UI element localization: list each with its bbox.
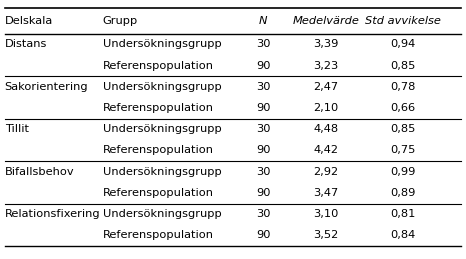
Text: 30: 30 [256, 167, 271, 177]
Text: 0,84: 0,84 [391, 231, 416, 240]
Text: 0,99: 0,99 [391, 167, 416, 177]
Text: 0,81: 0,81 [391, 209, 416, 219]
Text: Referenspopulation: Referenspopulation [103, 61, 213, 70]
Text: Referenspopulation: Referenspopulation [103, 188, 213, 198]
Text: Undersökningsgrupp: Undersökningsgrupp [103, 39, 221, 49]
Text: Tillit: Tillit [5, 124, 29, 134]
Text: Referenspopulation: Referenspopulation [103, 103, 213, 113]
Text: 0,85: 0,85 [391, 61, 416, 70]
Text: Distans: Distans [5, 39, 47, 49]
Text: 30: 30 [256, 82, 271, 92]
Text: 0,89: 0,89 [391, 188, 416, 198]
Text: 3,47: 3,47 [314, 188, 339, 198]
Text: 2,92: 2,92 [314, 167, 339, 177]
Text: Bifallsbehov: Bifallsbehov [5, 167, 74, 177]
Text: 90: 90 [256, 103, 271, 113]
Text: 0,66: 0,66 [391, 103, 416, 113]
Text: 0,85: 0,85 [391, 124, 416, 134]
Text: Referenspopulation: Referenspopulation [103, 231, 213, 240]
Text: 90: 90 [256, 231, 271, 240]
Text: 90: 90 [256, 188, 271, 198]
Text: 3,52: 3,52 [314, 231, 339, 240]
Text: 3,10: 3,10 [314, 209, 339, 219]
Text: 4,48: 4,48 [314, 124, 339, 134]
Text: Sakorientering: Sakorientering [5, 82, 88, 92]
Text: Referenspopulation: Referenspopulation [103, 146, 213, 155]
Text: 30: 30 [256, 209, 271, 219]
Text: 90: 90 [256, 61, 271, 70]
Text: 0,94: 0,94 [391, 39, 416, 49]
Text: 30: 30 [256, 124, 271, 134]
Text: 2,47: 2,47 [314, 82, 339, 92]
Text: Medelvärde: Medelvärde [293, 16, 360, 26]
Text: 0,75: 0,75 [391, 146, 416, 155]
Text: Undersökningsgrupp: Undersökningsgrupp [103, 167, 221, 177]
Text: 3,39: 3,39 [314, 39, 339, 49]
Text: 30: 30 [256, 39, 271, 49]
Text: 3,23: 3,23 [314, 61, 339, 70]
Text: 4,42: 4,42 [314, 146, 339, 155]
Text: Grupp: Grupp [103, 16, 138, 26]
Text: Undersökningsgrupp: Undersökningsgrupp [103, 209, 221, 219]
Text: N: N [259, 16, 267, 26]
Text: 2,10: 2,10 [314, 103, 339, 113]
Text: Delskala: Delskala [5, 16, 53, 26]
Text: Undersökningsgrupp: Undersökningsgrupp [103, 124, 221, 134]
Text: 90: 90 [256, 146, 271, 155]
Text: Relationsfixering: Relationsfixering [5, 209, 100, 219]
Text: Undersökningsgrupp: Undersökningsgrupp [103, 82, 221, 92]
Text: 0,78: 0,78 [391, 82, 416, 92]
Text: Std avvikelse: Std avvikelse [365, 16, 441, 26]
